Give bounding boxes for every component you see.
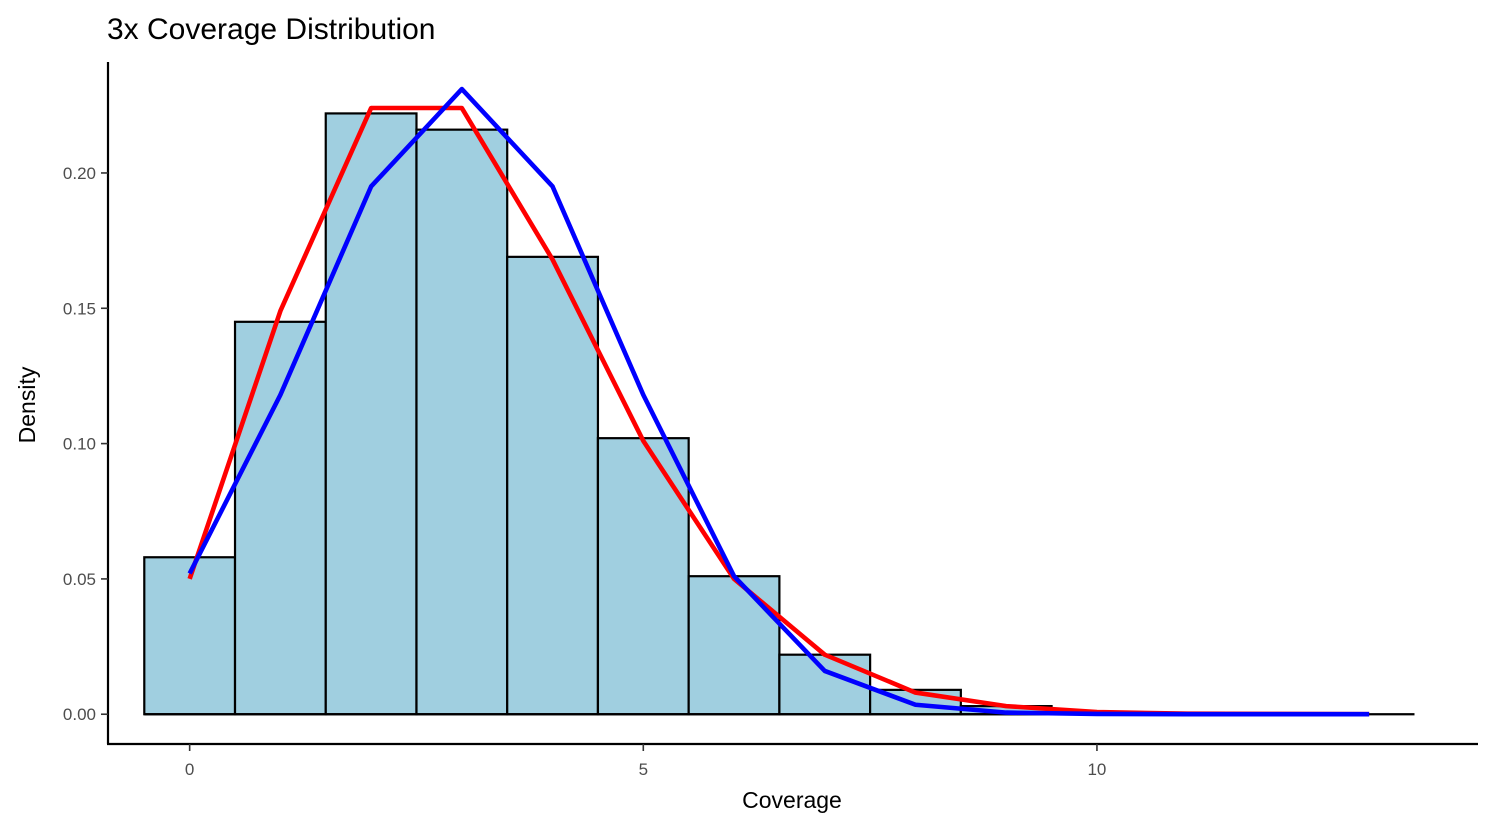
x-axis-ticks: 0 5 10	[185, 744, 1106, 779]
plot-area	[143, 86, 1415, 717]
histogram-bars	[143, 112, 1325, 716]
histogram-bar	[233, 320, 327, 716]
y-axis-title: Density	[14, 366, 40, 443]
x-axis-title: Coverage	[742, 787, 842, 813]
y-tick-label: 0.15	[63, 299, 96, 318]
density-line-blue	[187, 86, 1370, 717]
histogram-bar	[506, 255, 600, 716]
y-tick-label: 0.20	[63, 164, 96, 183]
histogram-bar	[687, 575, 781, 716]
y-tick-label: 0.05	[63, 570, 96, 589]
y-axis-ticks: 0.00 0.05 0.10 0.15 0.20	[63, 164, 108, 724]
y-tick-label: 0.10	[63, 435, 96, 454]
x-tick-label: 5	[639, 760, 648, 779]
x-tick-label: 10	[1087, 760, 1106, 779]
histogram-bar	[415, 128, 509, 716]
histogram-bar	[596, 437, 690, 716]
x-tick-label: 0	[185, 760, 194, 779]
histogram-bar	[143, 556, 237, 716]
histogram-bar	[324, 112, 418, 716]
chart-title: 3x Coverage Distribution	[107, 13, 436, 46]
y-tick-label: 0.00	[63, 705, 96, 724]
density-lines	[187, 86, 1370, 717]
